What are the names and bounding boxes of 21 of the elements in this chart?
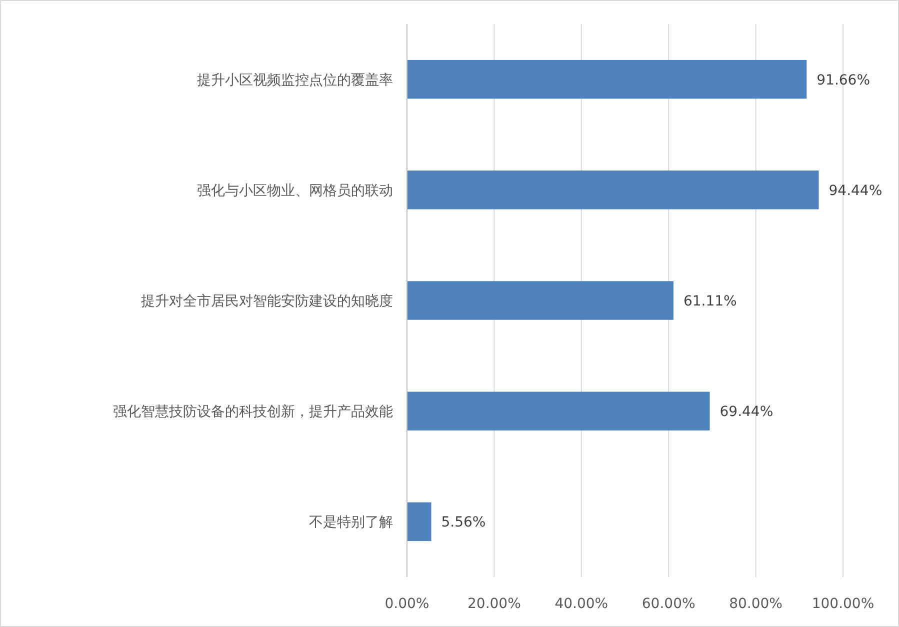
data-label: 61.11% [683, 294, 737, 310]
bar [407, 392, 710, 430]
y-tick-label: 不是特别了解 [309, 514, 393, 531]
y-tick-label: 提升对全市居民对智能安防建设的知晓度 [141, 294, 393, 310]
bar [407, 281, 674, 320]
x-tick-label: 80.00% [729, 596, 782, 612]
data-label: 94.44% [828, 182, 882, 199]
bar [407, 502, 432, 542]
bar [407, 170, 819, 210]
data-label: 5.56% [441, 514, 486, 531]
x-tick-label: 100.00% [812, 596, 874, 612]
y-tick-label: 强化与小区物业、网格员的联动 [197, 182, 393, 199]
bar [407, 60, 807, 99]
x-tick-label: 20.00% [468, 596, 521, 612]
y-tick-label: 提升小区视频监控点位的覆盖率 [197, 72, 393, 88]
x-tick-label: 60.00% [642, 596, 696, 612]
data-label: 69.44% [720, 404, 774, 420]
y-tick-label: 强化智慧技防设备的科技创新，提升产品效能 [113, 404, 393, 420]
x-tick-label: 0.00% [384, 596, 430, 612]
x-tick-label: 40.00% [554, 596, 608, 612]
data-label: 91.66% [816, 72, 870, 88]
